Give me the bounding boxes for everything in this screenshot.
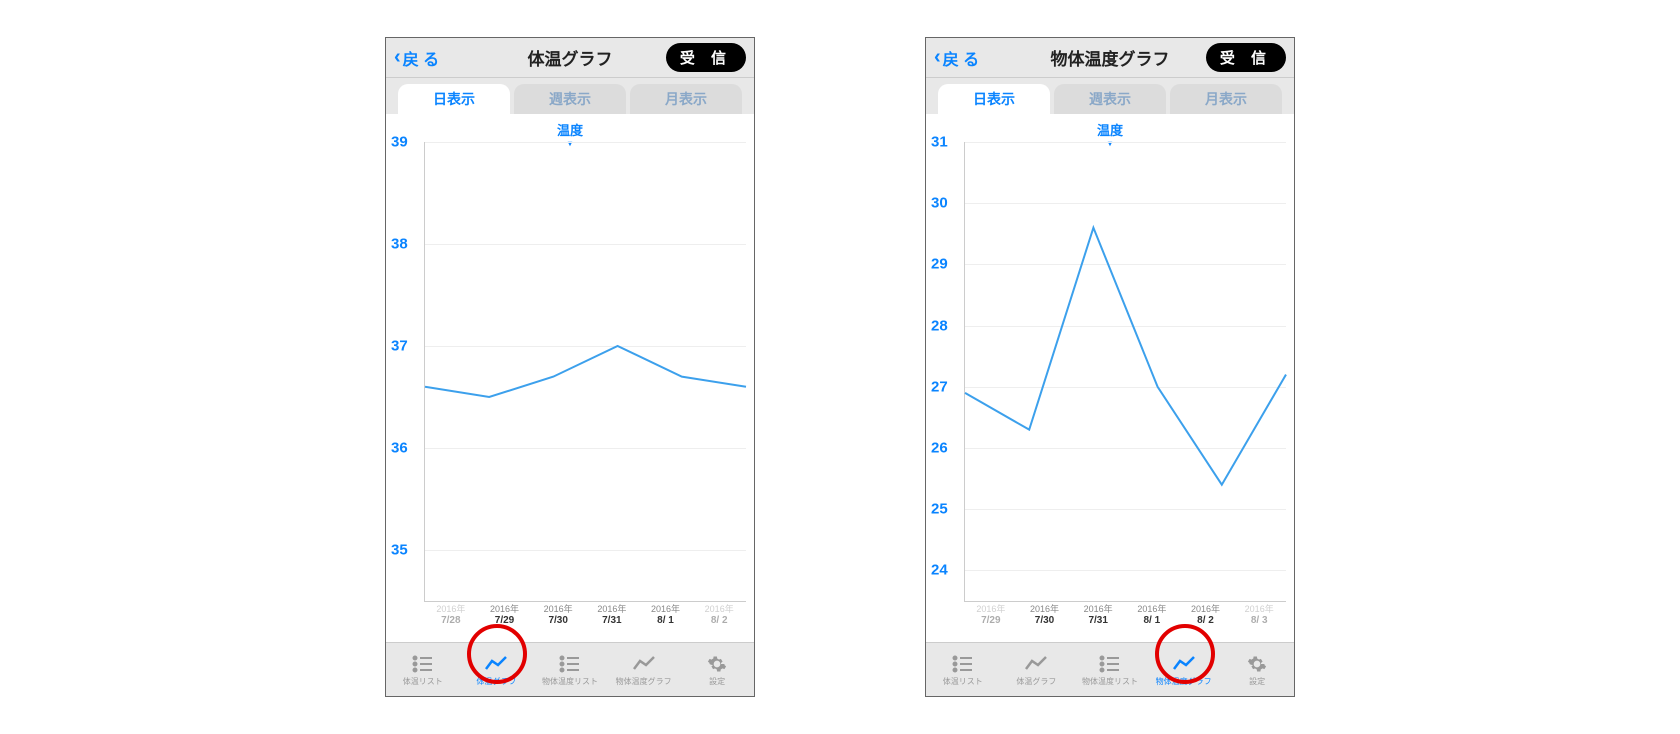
y-tick-label: 26 — [931, 439, 948, 456]
list-icon — [559, 652, 581, 676]
y-tick-label: 36 — [391, 439, 408, 456]
y-tick-label: 27 — [931, 378, 948, 395]
x-tick-label: 2016年7/29 — [964, 604, 1018, 638]
bottom-tab-3[interactable]: 物体温度グラフ — [1147, 643, 1221, 696]
chart-area: 温度24252627282930312016年7/292016年7/302016… — [926, 114, 1294, 642]
x-tick-label: 2016年8/ 2 — [692, 604, 746, 638]
y-tick-label: 25 — [931, 501, 948, 518]
back-label: 戻 る — [943, 46, 979, 70]
view-tabs: 日表示週表示月表示 — [926, 78, 1294, 114]
y-tick-label: 28 — [931, 317, 948, 334]
phone-screen-left: ‹ 戻 る 体温グラフ 受 信日表示週表示月表示温度35363738392016… — [385, 37, 755, 697]
back-button[interactable]: ‹ 戻 る — [394, 46, 439, 70]
bottom-tab-bar: 体温リスト 体温グラフ 物体温度リスト 物体温度グラフ 設定 — [386, 642, 754, 696]
bottom-tab-label: 設定 — [709, 676, 725, 687]
bottom-tab-label: 体温リスト — [403, 676, 443, 687]
bottom-tab-label: 物体温度リスト — [1082, 676, 1138, 687]
tab-week[interactable]: 週表示 — [514, 84, 626, 114]
receive-button[interactable]: 受 信 — [666, 43, 746, 72]
bottom-tab-2[interactable]: 物体温度リスト — [533, 643, 607, 696]
y-tick-label: 29 — [931, 256, 948, 273]
x-axis-labels: 2016年7/292016年7/302016年7/312016年8/ 12016… — [964, 604, 1286, 638]
view-tabs: 日表示週表示月表示 — [386, 78, 754, 114]
bottom-tab-4[interactable]: 設定 — [1220, 643, 1294, 696]
bottom-tab-4[interactable]: 設定 — [680, 643, 754, 696]
chevron-left-icon: ‹ — [394, 46, 401, 69]
x-tick-label: 2016年7/31 — [585, 604, 639, 638]
x-tick-label: 2016年7/29 — [478, 604, 532, 638]
list-icon — [412, 652, 434, 676]
y-tick-label: 31 — [931, 134, 948, 151]
chart-icon — [484, 652, 508, 676]
navbar: ‹ 戻 る 物体温度グラフ 受 信 — [926, 38, 1294, 78]
bottom-tab-label: 設定 — [1249, 676, 1265, 687]
bottom-tab-bar: 体温リスト 体温グラフ 物体温度リスト 物体温度グラフ 設定 — [926, 642, 1294, 696]
navbar: ‹ 戻 る 体温グラフ 受 信 — [386, 38, 754, 78]
page-title: 体温グラフ — [528, 45, 613, 70]
bottom-tab-3[interactable]: 物体温度グラフ — [607, 643, 681, 696]
phone-screen-right: ‹ 戻 る 物体温度グラフ 受 信日表示週表示月表示温度242526272829… — [925, 37, 1295, 697]
bottom-tab-1[interactable]: 体温グラフ — [460, 643, 534, 696]
x-tick-label: 2016年8/ 2 — [1179, 604, 1233, 638]
list-icon — [1099, 652, 1121, 676]
bottom-tab-label: 物体温度グラフ — [616, 676, 672, 687]
bottom-tab-1[interactable]: 体温グラフ — [1000, 643, 1074, 696]
tab-month[interactable]: 月表示 — [1170, 84, 1282, 114]
x-axis-labels: 2016年7/282016年7/292016年7/302016年7/312016… — [424, 604, 746, 638]
bottom-tab-0[interactable]: 体温リスト — [386, 643, 460, 696]
x-tick-label: 2016年7/31 — [1071, 604, 1125, 638]
list-icon — [952, 652, 974, 676]
chart-icon — [1024, 652, 1048, 676]
bottom-tab-0[interactable]: 体温リスト — [926, 643, 1000, 696]
tab-month[interactable]: 月表示 — [630, 84, 742, 114]
x-tick-label: 2016年7/30 — [531, 604, 585, 638]
y-tick-label: 30 — [931, 195, 948, 212]
bottom-tab-label: 物体温度リスト — [542, 676, 598, 687]
x-tick-label: 2016年8/ 3 — [1232, 604, 1286, 638]
chart-area: 温度35363738392016年7/282016年7/292016年7/302… — [386, 114, 754, 642]
tab-day[interactable]: 日表示 — [938, 84, 1050, 114]
receive-button[interactable]: 受 信 — [1206, 43, 1286, 72]
x-tick-label: 2016年7/28 — [424, 604, 478, 638]
bottom-tab-label: 物体温度グラフ — [1156, 676, 1212, 687]
bottom-tab-label: 体温グラフ — [476, 676, 516, 687]
gear-icon — [707, 652, 727, 676]
x-tick-label: 2016年8/ 1 — [1125, 604, 1179, 638]
plot: 3536373839 — [424, 142, 746, 602]
x-tick-label: 2016年8/ 1 — [639, 604, 693, 638]
bottom-tab-label: 体温グラフ — [1016, 676, 1056, 687]
chevron-left-icon: ‹ — [934, 46, 941, 69]
gear-icon — [1247, 652, 1267, 676]
y-tick-label: 35 — [391, 542, 408, 559]
bottom-tab-2[interactable]: 物体温度リスト — [1073, 643, 1147, 696]
y-tick-label: 39 — [391, 134, 408, 151]
y-tick-label: 37 — [391, 338, 408, 355]
line-chart — [965, 142, 1286, 601]
x-tick-label: 2016年7/30 — [1018, 604, 1072, 638]
y-tick-label: 24 — [931, 562, 948, 579]
chart-icon — [1172, 652, 1196, 676]
back-label: 戻 る — [403, 46, 439, 70]
line-chart — [425, 142, 746, 601]
y-tick-label: 38 — [391, 236, 408, 253]
bottom-tab-label: 体温リスト — [943, 676, 983, 687]
page-title: 物体温度グラフ — [1051, 45, 1170, 70]
tab-week[interactable]: 週表示 — [1054, 84, 1166, 114]
back-button[interactable]: ‹ 戻 る — [934, 46, 979, 70]
plot: 2425262728293031 — [964, 142, 1286, 602]
tab-day[interactable]: 日表示 — [398, 84, 510, 114]
chart-icon — [632, 652, 656, 676]
